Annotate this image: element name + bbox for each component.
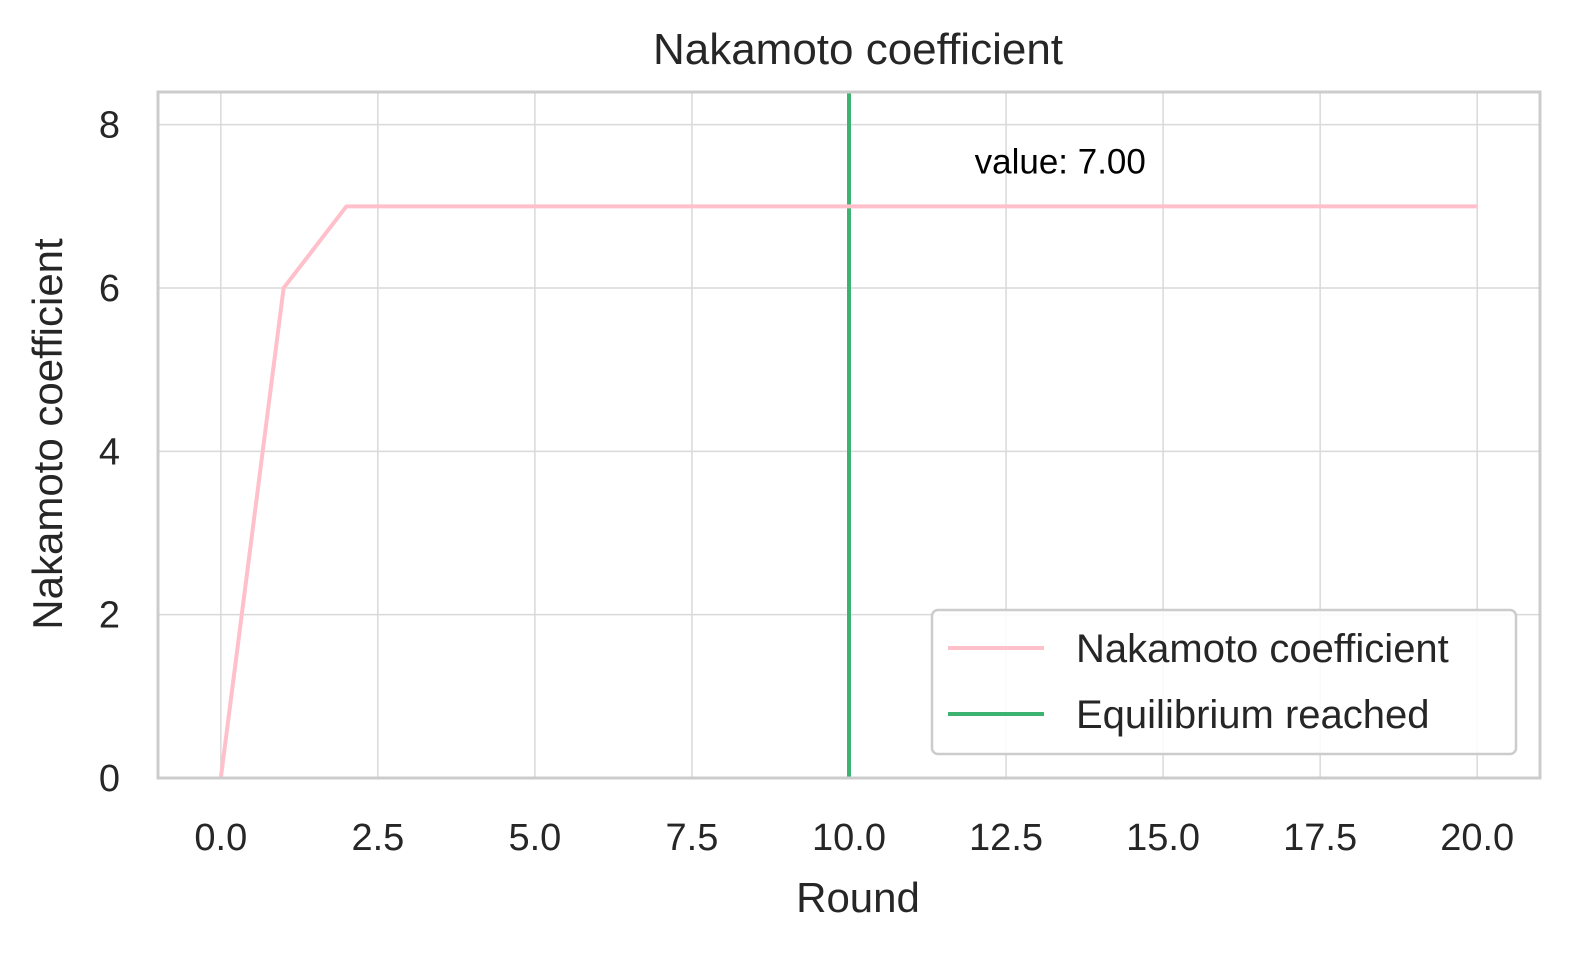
y-tick-label: 8	[99, 105, 120, 147]
y-tick-label: 4	[99, 431, 120, 473]
x-tick-label: 0.0	[194, 817, 247, 859]
chart-title: Nakamoto coefficient	[653, 25, 1063, 74]
y-tick-label: 2	[99, 595, 120, 637]
legend-label: Equilibrium reached	[1076, 693, 1430, 737]
annotations: value: 7.00	[975, 143, 1146, 182]
value-annotation: value: 7.00	[975, 143, 1146, 182]
x-tick-label: 20.0	[1440, 817, 1514, 859]
x-tick-label: 17.5	[1283, 817, 1357, 859]
x-tick-label: 5.0	[508, 817, 561, 859]
y-tick-labels: 0 2 4 6 8	[99, 105, 120, 800]
legend-label: Nakamoto coefficient	[1076, 627, 1449, 671]
y-tick-label: 6	[99, 268, 120, 310]
x-axis-label: Round	[796, 874, 920, 921]
legend-box	[930, 608, 1518, 756]
plot-frame	[156, 90, 1542, 780]
y-axis-label: Nakamoto coefficient	[24, 238, 71, 630]
x-tick-labels: 0.0 2.5 5.0 7.5 10.0 12.5 15.0 17.5 20.0	[194, 817, 1514, 859]
x-tick-label: 15.0	[1126, 817, 1200, 859]
x-tick-label: 2.5	[351, 817, 404, 859]
series-lines	[218, 204, 1478, 779]
x-tick-label: 10.0	[812, 817, 886, 859]
series-line	[218, 204, 1478, 779]
x-tick-label: 12.5	[969, 817, 1043, 859]
legend: Nakamoto coefficient Equilibrium reached	[930, 608, 1518, 756]
x-tick-label: 7.5	[666, 817, 719, 859]
y-tick-label: 0	[99, 758, 120, 800]
